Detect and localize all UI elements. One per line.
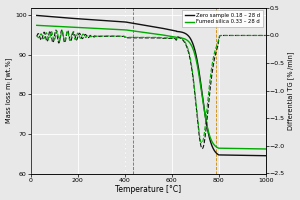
Line: Fumed silica 0.33 – 28 d: Fumed silica 0.33 – 28 d: [37, 25, 266, 149]
Zero sample 0.18 – 28 d: [257, 154, 260, 157]
Zero sample 0.18 – 28 d: [131, 22, 135, 24]
Fumed silica 0.33 – 28 d: [35, 24, 38, 27]
Fumed silica 0.33 – 28 d: [201, 101, 205, 103]
Fumed silica 0.33 – 28 d: [144, 31, 147, 34]
Legend: Zero sample 0.18 – 28 d, Fumed silica 0.33 – 28 d: Zero sample 0.18 – 28 d, Fumed silica 0.…: [182, 10, 263, 27]
Zero sample 0.18 – 28 d: [201, 99, 205, 101]
Y-axis label: Differential TG [% /min]: Differential TG [% /min]: [288, 51, 294, 130]
Zero sample 0.18 – 28 d: [245, 154, 249, 157]
Line: Zero sample 0.18 – 28 d: Zero sample 0.18 – 28 d: [37, 15, 266, 156]
X-axis label: Temperature [°C]: Temperature [°C]: [115, 185, 181, 194]
Fumed silica 0.33 – 28 d: [131, 30, 135, 32]
Zero sample 0.18 – 28 d: [264, 155, 267, 157]
Fumed silica 0.33 – 28 d: [264, 148, 267, 150]
Fumed silica 0.33 – 28 d: [133, 30, 136, 32]
Zero sample 0.18 – 28 d: [133, 22, 136, 25]
Zero sample 0.18 – 28 d: [144, 24, 147, 27]
Fumed silica 0.33 – 28 d: [245, 147, 249, 150]
Y-axis label: Mass loss mₗ [wt.%]: Mass loss mₗ [wt.%]: [6, 58, 12, 123]
Fumed silica 0.33 – 28 d: [257, 148, 260, 150]
Zero sample 0.18 – 28 d: [35, 14, 38, 17]
